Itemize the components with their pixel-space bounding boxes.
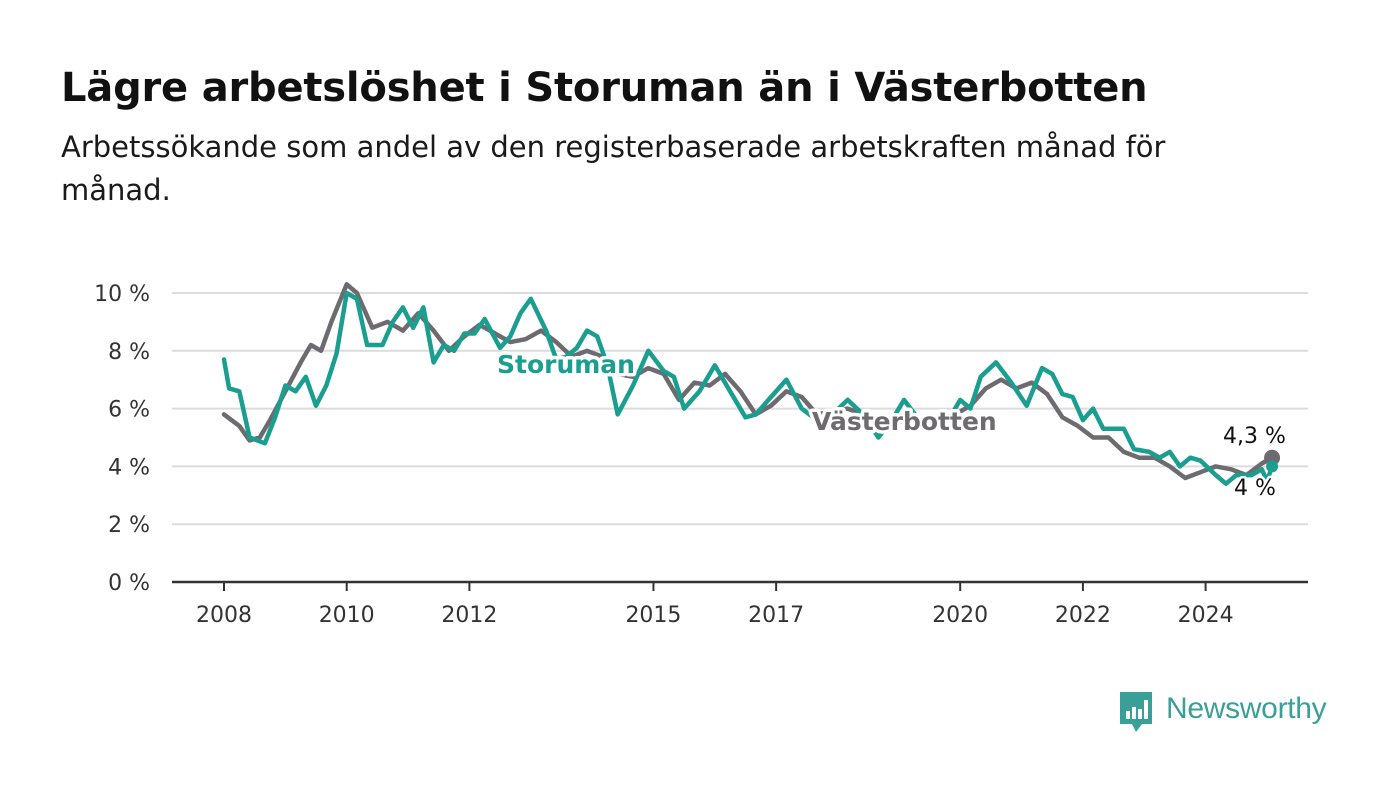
- y-tick-label: 10 %: [94, 282, 150, 307]
- x-tick-label: 2017: [748, 603, 804, 628]
- series-labels: Storuman Västerbotten: [494, 347, 1001, 440]
- chart-title: Lägre arbetslöshet i Storuman än i Väste…: [61, 65, 1148, 111]
- newsworthy-logo: Newsworthy: [1118, 690, 1348, 738]
- y-tick-label: 4 %: [108, 455, 150, 480]
- x-tick-label: 2012: [441, 603, 497, 628]
- y-tick-label: 8 %: [108, 340, 150, 365]
- x-tick-label: 2022: [1055, 603, 1111, 628]
- x-tick-label: 2010: [319, 603, 375, 628]
- end-markers: 4,3 % 4 %: [1221, 422, 1289, 504]
- y-tick-label: 6 %: [108, 398, 150, 423]
- series-line-storuman: [221, 290, 1275, 486]
- series-label-storuman: Storuman: [497, 350, 635, 379]
- y-tick-label: 0 %: [108, 571, 150, 596]
- series-label-vasterbotten: Västerbotten: [812, 407, 997, 436]
- x-tick-label: 2008: [196, 603, 252, 628]
- end-label-storuman: 4 %: [1234, 476, 1276, 501]
- x-axis: 2008 2010 2012 2015 2017 2020 2022 2024: [196, 582, 1234, 628]
- end-label-vasterbotten: 4,3 %: [1223, 424, 1286, 449]
- series-line-västerbotten: [221, 282, 1275, 481]
- brand-name: Newsworthy: [1166, 692, 1327, 725]
- y-axis: 0 % 2 % 4 % 6 % 8 % 10 %: [94, 282, 150, 596]
- x-tick-label: 2020: [932, 603, 988, 628]
- chart-subtitle: Arbetssökande som andel av den registerb…: [61, 130, 1166, 207]
- y-tick-label: 2 %: [108, 513, 150, 538]
- x-tick-label: 2015: [625, 603, 681, 628]
- series-lines: [221, 282, 1275, 486]
- x-tick-label: 2024: [1178, 603, 1234, 628]
- end-point-västerbotten: [1264, 449, 1281, 466]
- end-point-storuman: [1266, 460, 1279, 473]
- grid-lines: [172, 292, 1308, 584]
- newsworthy-logo-icon: [1120, 692, 1152, 732]
